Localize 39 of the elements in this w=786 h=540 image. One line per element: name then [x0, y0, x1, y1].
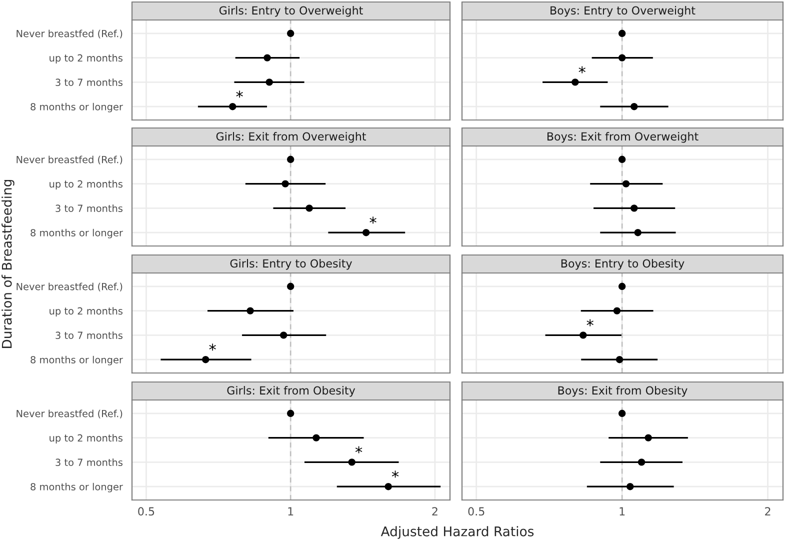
x-tick-label: 2 [765, 507, 770, 516]
chart-title: Girls: Entry to Overweight [219, 6, 363, 17]
y-tick-label: 3 to 7 months [56, 204, 122, 212]
x-tick-label: 1 [288, 507, 294, 516]
y-tick-label: 3 to 7 months [56, 458, 122, 466]
y-tick-label: up to 2 months [50, 180, 122, 190]
annotation: * [236, 90, 243, 98]
chart-title: Boys: Exit from Overweight [547, 132, 698, 143]
annotation: * [370, 216, 376, 224]
y-tick-label: up to 2 months [50, 54, 122, 64]
chart-title: Girls: Exit from Overweight [216, 132, 366, 143]
y-tick-label: 8 months or longer [30, 228, 123, 238]
y-tick-label: Never breastfed (Ref.) [16, 30, 122, 38]
y-tick-label: up to 2 months [50, 307, 122, 317]
annotation: * [355, 446, 362, 454]
y-tick-label: Never breastfed (Ref.) [16, 410, 122, 418]
y-tick-label: Never breastfed (Ref.) [16, 282, 122, 292]
annotation: * [209, 344, 216, 351]
y-axis-title: Duration of Breastfeeding [2, 180, 14, 348]
chart-title: Girls: Exit from Obesity [227, 386, 356, 397]
annotation: * [578, 66, 586, 74]
chart-title: Girls: Entry to Obesity [230, 259, 352, 270]
x-tick-label: 0.5 [138, 507, 154, 516]
y-tick-label: 8 months or longer [30, 102, 123, 112]
chart-title: Boys: Exit from Obesity [558, 386, 688, 397]
x-tick-label: 1 [620, 507, 625, 516]
y-tick-label: 8 months or longer [30, 356, 123, 366]
y-tick-label: 3 to 7 months [56, 78, 122, 86]
y-tick-label: 3 to 7 months [56, 332, 122, 340]
y-tick-label: up to 2 months [50, 434, 122, 444]
x-tick-label: 2 [432, 507, 438, 516]
x-tick-label: 0.5 [468, 507, 484, 516]
y-tick-label: 8 months or longer [30, 482, 123, 492]
chart-title: Boys: Entry to Obesity [561, 259, 684, 270]
y-tick-label: Never breastfed (Ref.) [16, 156, 122, 164]
annotation: * [392, 470, 399, 478]
annotation: * [586, 319, 594, 326]
chart-title: Boys: Entry to Overweight [550, 6, 696, 17]
x-axis-title: Adjusted Hazard Ratios [380, 526, 534, 539]
